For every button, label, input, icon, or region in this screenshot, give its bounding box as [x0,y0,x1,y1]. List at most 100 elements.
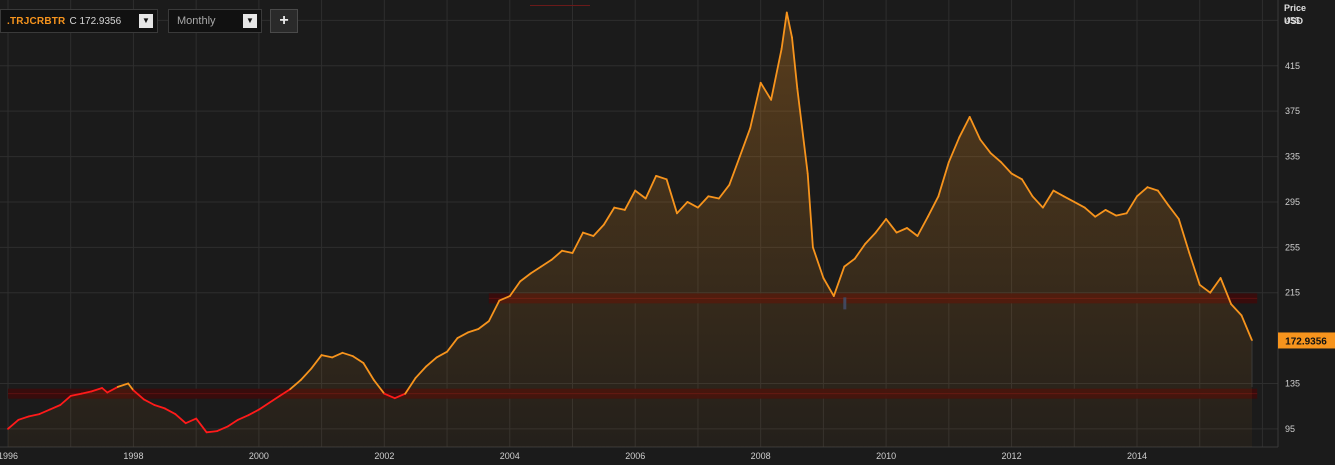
price-line-segment [299,367,313,382]
price-area-fill [8,12,1252,447]
price-line-segment [310,354,323,370]
price-line-segment [785,11,793,39]
price-line-segment [1000,161,1013,175]
last-value-label: 172.9356 [1285,336,1327,347]
price-line-segment [456,331,469,340]
price-line-segment [832,265,846,298]
price-line-segment [1021,178,1034,198]
price-line-segment [1125,195,1138,215]
price-area [8,12,1252,447]
price-line-segment [1115,212,1128,217]
price-line-segment [1146,186,1159,192]
price-line-segment [404,376,417,395]
price-line-segment [48,404,62,411]
price-line-segment [268,394,281,404]
add-series-button[interactable]: + [270,9,298,33]
price-line-segment [718,183,731,200]
price-line-segment [665,178,678,215]
close-price-text: C 172.9356 [69,15,122,27]
chart-toolbar: .TRJCRBTR C 172.9356 ▼ Monthly ▼ + [0,8,298,34]
price-line-segment [487,299,501,323]
price-line-segment [759,81,772,101]
price-line-segment [257,401,271,411]
price-line-segment [127,382,135,392]
period-label: Monthly [177,15,216,27]
price-line-segment [853,242,867,260]
price-line-segment [582,231,595,237]
price-line-segment [916,215,929,237]
x-tick-label: 2006 [625,451,645,461]
price-line-segment [947,136,961,164]
period-selector[interactable]: Monthly ▼ [168,9,262,33]
price-line-segment [540,258,553,268]
x-tick-label: 2002 [374,451,394,461]
price-line-segment [132,389,145,401]
price-line-segment [634,189,647,200]
price-line-segment [163,407,177,416]
price-line-segment [467,328,480,334]
price-line-segment [1240,314,1253,342]
y-tick-label: 135 [1285,378,1300,388]
price-line-segment [69,392,83,397]
price-line-segment [1136,186,1149,198]
price-line-segment [780,11,788,50]
price-line-segment [1042,189,1055,209]
price-line-segment [106,385,119,394]
price-line-segment [477,320,490,330]
y-axis-title: Price [1284,3,1307,13]
y-tick-label: 335 [1285,152,1300,162]
price-line-segment [906,227,919,237]
y-axis: 95 135 215 255 295 335 375 415 455 [1285,15,1300,433]
price-line-segment [874,218,887,234]
price-line-segment [1031,195,1044,209]
price-line-segment [247,408,260,417]
x-tick-label: 1996 [0,451,18,461]
price-line-segment [519,272,532,283]
price-line-segment [352,355,365,364]
price-line-segment [592,223,605,237]
price-line-segment [676,200,689,215]
price-line-segment [383,392,396,400]
y-tick-label: 255 [1285,242,1300,252]
price-line-segment [38,408,51,416]
price-line-segment [644,174,657,200]
price-line-segment [59,394,72,406]
price-line-segment [885,218,898,234]
price-line-segment [738,127,752,158]
symbol-selector[interactable]: .TRJCRBTR C 172.9356 ▼ [0,9,158,33]
symbol-name: .TRJCRBTR [7,15,66,27]
price-line-segment [864,231,877,245]
x-axis: 1996 1998 2000 2002 2004 2006 2008 2010 2012 2014 [0,451,1147,461]
price-line-segment [425,356,438,368]
price-line-segment [1177,218,1191,254]
price-line-segment [508,280,522,298]
price-line-segment [1230,303,1243,317]
price-line-segment [362,362,375,382]
price-line-segment [435,350,449,359]
price-line-segment [7,418,20,430]
price-line-segment [822,277,835,298]
y-axis-unit: USD [1284,16,1304,26]
price-line-segment [613,206,626,211]
x-tick-label: 2014 [1127,451,1147,461]
price-line-segment [812,246,825,279]
price-line-segment [1157,189,1170,207]
last-value-tag-bg [1278,332,1335,349]
price-line-segment [770,47,783,101]
last-value-tag: 172.9356 [1251,332,1335,387]
price-line-segment [1083,206,1097,218]
price-line-segment [278,388,292,397]
price-line-segment [341,351,354,358]
chevron-down-icon[interactable]: ▼ [243,14,257,28]
y-tick-label: 415 [1285,61,1300,71]
y-tick-label: 455 [1285,15,1300,25]
price-line-segment [289,379,302,391]
price-line-segment [414,365,428,379]
price-line-segment [697,195,710,209]
chevron-down-icon[interactable]: ▼ [139,14,153,28]
top-marker [530,5,590,6]
y-tick-label: 375 [1285,106,1300,116]
price-line-segment [806,172,814,249]
price-line-segment [728,155,741,186]
